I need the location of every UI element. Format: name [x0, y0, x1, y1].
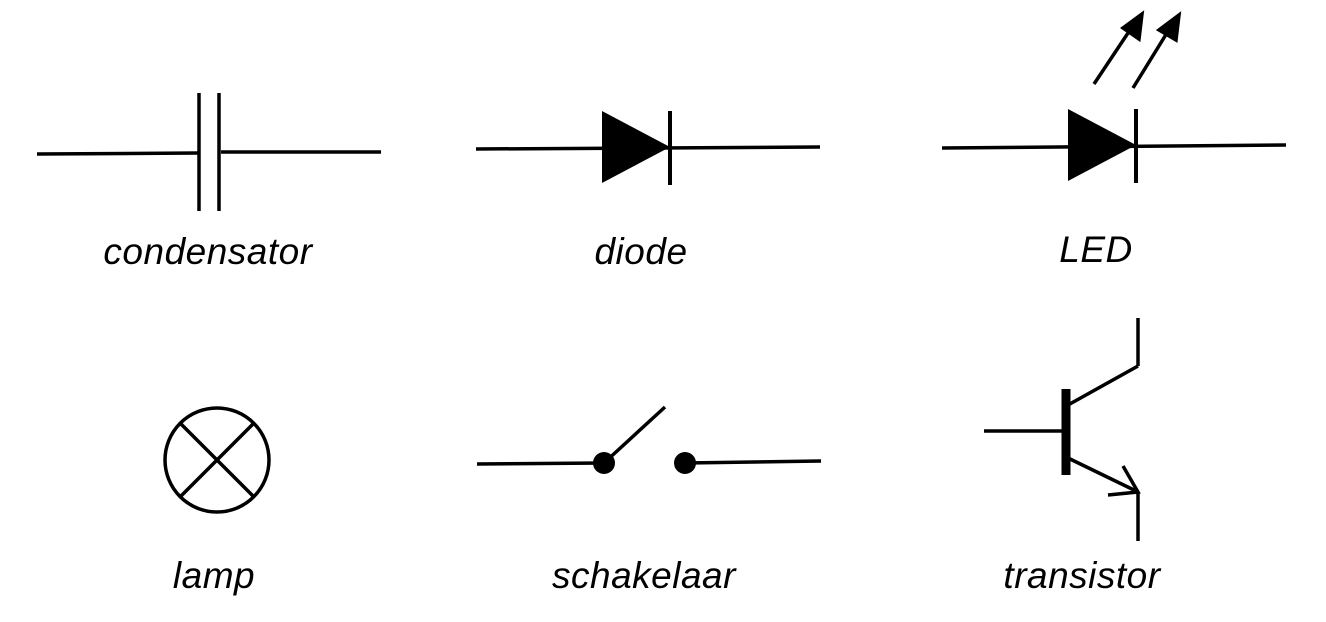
label-transistor: transistor	[1003, 555, 1161, 596]
lamp-symbol	[163, 406, 271, 514]
led-symbol	[941, 10, 1287, 183]
diode-symbol	[475, 111, 821, 185]
label-diode: diode	[594, 231, 688, 272]
transistor-symbol	[984, 318, 1141, 541]
switch-symbol	[476, 405, 822, 474]
label-condensator: condensator	[103, 231, 313, 272]
label-led: LED	[1059, 229, 1133, 270]
led-light-arrows	[1092, 10, 1182, 89]
label-schakelaar: schakelaar	[552, 555, 736, 596]
label-lamp: lamp	[172, 555, 256, 596]
capacitor-symbol	[36, 93, 381, 211]
